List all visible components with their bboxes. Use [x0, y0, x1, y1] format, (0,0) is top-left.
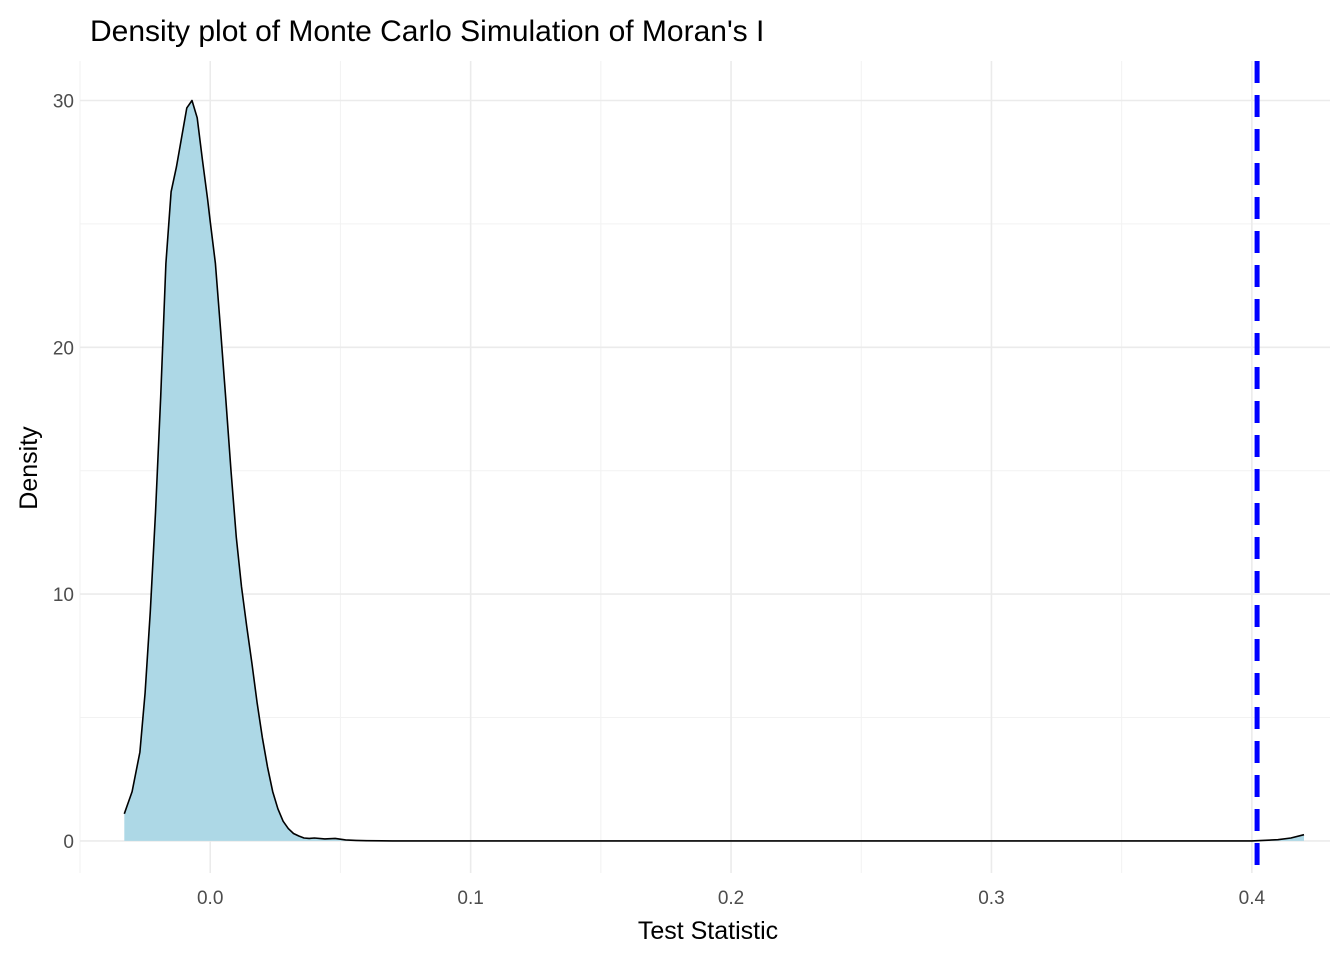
x-tick-label: 0.2 — [718, 888, 744, 909]
x-axis-ticks: 0.0 0.1 0.2 0.3 0.4 — [197, 888, 1266, 909]
x-axis-title: Test Statistic — [638, 917, 778, 945]
density-curve — [123, 99, 1305, 842]
y-tick-label: 20 — [53, 338, 74, 359]
density-fill — [124, 100, 1304, 841]
grid — [79, 61, 1330, 873]
y-tick-label: 0 — [63, 832, 74, 853]
chart-title: Density plot of Monte Carlo Simulation o… — [90, 15, 764, 48]
x-tick-label: 0.1 — [457, 888, 483, 909]
x-tick-label: 0.3 — [978, 888, 1004, 909]
y-axis-ticks: 0 10 20 30 — [53, 91, 74, 852]
y-tick-label: 10 — [53, 585, 74, 606]
density-area — [123, 99, 1305, 842]
y-tick-label: 30 — [53, 91, 74, 112]
x-tick-label: 0.0 — [197, 888, 223, 909]
x-tick-label: 0.4 — [1239, 888, 1266, 909]
y-axis-title: Density — [15, 426, 43, 510]
